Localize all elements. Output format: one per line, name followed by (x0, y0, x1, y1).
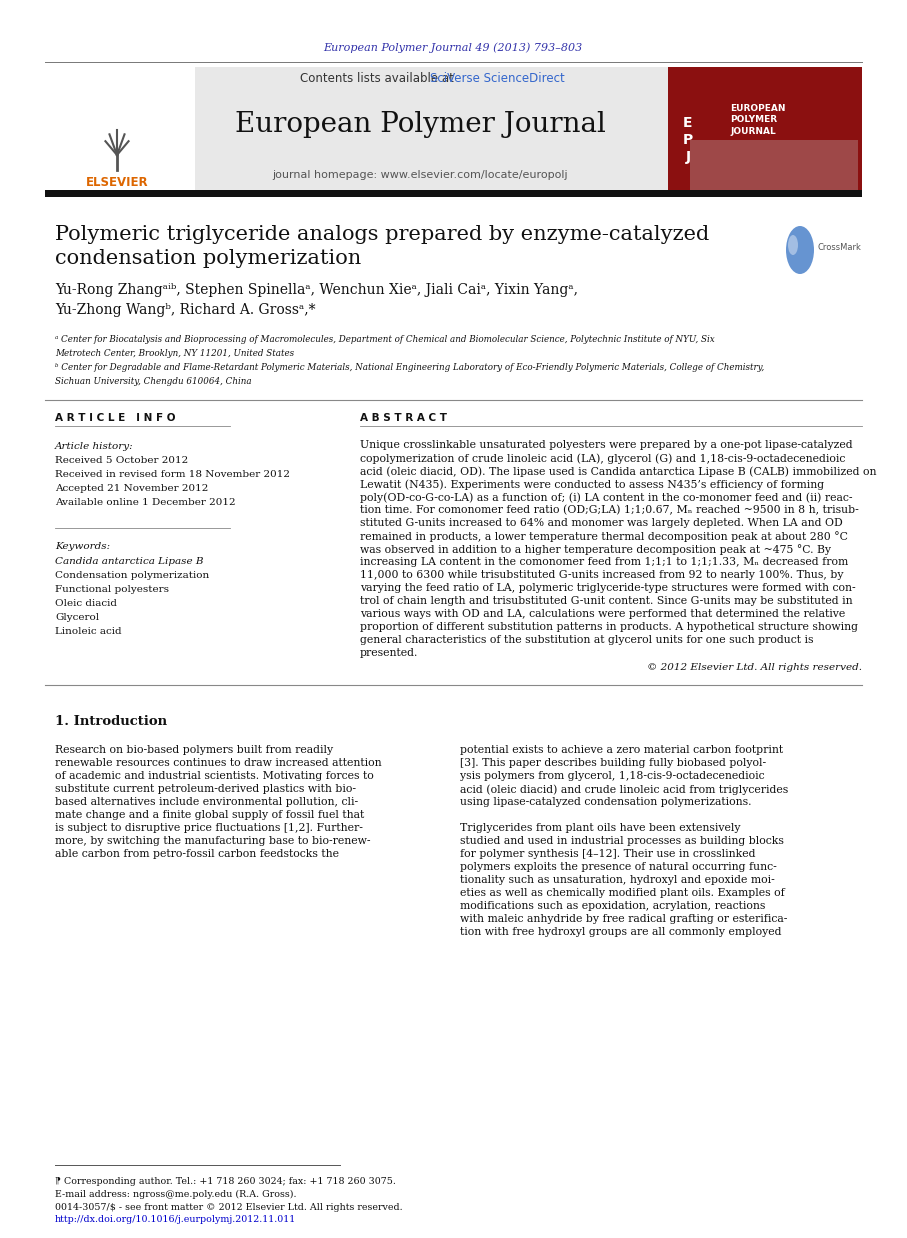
Text: Contents lists available at: Contents lists available at (300, 72, 458, 84)
Text: remained in products, a lower temperature thermal decomposition peak at about 28: remained in products, a lower temperatur… (360, 531, 848, 542)
Text: for polymer synthesis [4–12]. Their use in crosslinked: for polymer synthesis [4–12]. Their use … (460, 849, 756, 859)
Ellipse shape (788, 235, 798, 255)
Text: increasing LA content in the comonomer feed from 1;1;1 to 1;1;1.33, Mₙ decreased: increasing LA content in the comonomer f… (360, 557, 848, 567)
Text: European Polymer Journal: European Polymer Journal (235, 111, 606, 139)
Text: Glycerol: Glycerol (55, 613, 99, 621)
Text: © 2012 Elsevier Ltd. All rights reserved.: © 2012 Elsevier Ltd. All rights reserved… (647, 664, 862, 672)
Text: presented.: presented. (360, 647, 418, 659)
Text: CrossMark: CrossMark (817, 244, 861, 253)
Text: Article history:: Article history: (55, 442, 133, 451)
Text: Polymeric triglyceride analogs prepared by enzyme-catalyzed: Polymeric triglyceride analogs prepared … (55, 225, 709, 244)
Text: Yu-Zhong Wangᵇ, Richard A. Grossᵃ,*: Yu-Zhong Wangᵇ, Richard A. Grossᵃ,* (55, 303, 316, 317)
Text: Candida antarctica Lipase B: Candida antarctica Lipase B (55, 557, 203, 566)
Text: 1. Introduction: 1. Introduction (55, 716, 167, 728)
Text: ᵃ Center for Biocatalysis and Bioprocessing of Macromolecules, Department of Che: ᵃ Center for Biocatalysis and Bioprocess… (55, 335, 715, 344)
Text: various ways with OD and LA, calculations were performed that determined the rel: various ways with OD and LA, calculation… (360, 609, 845, 619)
Text: of academic and industrial scientists. Motivating forces to: of academic and industrial scientists. M… (55, 771, 374, 781)
Text: tion time. For comonomer feed ratio (OD;G;LA) 1;1;0.67, Mₙ reached ~9500 in 8 h,: tion time. For comonomer feed ratio (OD;… (360, 505, 859, 515)
Text: acid (oleic diacid) and crude linoleic acid from triglycerides: acid (oleic diacid) and crude linoleic a… (460, 784, 788, 795)
Text: renewable resources continues to draw increased attention: renewable resources continues to draw in… (55, 758, 382, 768)
Text: studied and used in industrial processes as building blocks: studied and used in industrial processes… (460, 836, 784, 846)
Text: tionality such as unsaturation, hydroxyl and epoxide moi-: tionality such as unsaturation, hydroxyl… (460, 875, 775, 885)
Text: was observed in addition to a higher temperature decomposition peak at ~475 °C. : was observed in addition to a higher tem… (360, 543, 831, 555)
Text: Accepted 21 November 2012: Accepted 21 November 2012 (55, 484, 209, 493)
Text: Available online 1 December 2012: Available online 1 December 2012 (55, 498, 236, 508)
Text: ᵇ Center for Degradable and Flame-Retardant Polymeric Materials, National Engine: ᵇ Center for Degradable and Flame-Retard… (55, 363, 765, 371)
Text: Oleic diacid: Oleic diacid (55, 599, 117, 608)
Text: modifications such as epoxidation, acrylation, reactions: modifications such as epoxidation, acryl… (460, 901, 766, 911)
Text: general characteristics of the substitution at glycerol units for one such produ: general characteristics of the substitut… (360, 635, 814, 645)
Text: polymers exploits the presence of natural occurring func-: polymers exploits the presence of natura… (460, 862, 776, 872)
Text: 11,000 to 6300 while trisubstituted G-units increased from 92 to nearly 100%. Th: 11,000 to 6300 while trisubstituted G-un… (360, 569, 844, 579)
Text: ⁋ Corresponding author. Tel.: +1 718 260 3024; fax: +1 718 260 3075.: ⁋ Corresponding author. Tel.: +1 718 260… (55, 1177, 395, 1186)
Text: based alternatives include environmental pollution, cli-: based alternatives include environmental… (55, 797, 358, 807)
Text: substitute current petroleum-derived plastics with bio-: substitute current petroleum-derived pla… (55, 784, 356, 794)
Text: Lewatit (N435). Experiments were conducted to assess N435’s efficiency of formin: Lewatit (N435). Experiments were conduct… (360, 479, 824, 489)
Text: tion with free hydroxyl groups are all commonly employed: tion with free hydroxyl groups are all c… (460, 927, 782, 937)
Text: Yu-Rong Zhangᵃⁱᵇ, Stephen Spinellaᵃ, Wenchun Xieᵃ, Jiali Caiᵃ, Yixin Yangᵃ,: Yu-Rong Zhangᵃⁱᵇ, Stephen Spinellaᵃ, Wen… (55, 284, 578, 297)
Bar (45, 67, 195, 196)
Text: Received 5 October 2012: Received 5 October 2012 (55, 456, 189, 465)
Text: ELSEVIER: ELSEVIER (85, 177, 149, 189)
Text: [3]. This paper describes building fully biobased polyol-: [3]. This paper describes building fully… (460, 758, 766, 768)
Text: Triglycerides from plant oils have been extensively: Triglycerides from plant oils have been … (460, 823, 740, 833)
Text: European Polymer Journal 49 (2013) 793–803: European Polymer Journal 49 (2013) 793–8… (324, 43, 582, 53)
Text: with maleic anhydride by free radical grafting or esterifica-: with maleic anhydride by free radical gr… (460, 914, 787, 924)
Text: Functional polyesters: Functional polyesters (55, 586, 169, 594)
Bar (668, 67, 862, 196)
Text: using lipase-catalyzed condensation polymerizations.: using lipase-catalyzed condensation poly… (460, 797, 752, 807)
Text: is subject to disruptive price fluctuations [1,2]. Further-: is subject to disruptive price fluctuati… (55, 823, 363, 833)
Text: more, by switching the manufacturing base to bio-renew-: more, by switching the manufacturing bas… (55, 836, 370, 846)
Text: E
P
J: E P J (683, 115, 693, 165)
Text: Sichuan University, Chengdu 610064, China: Sichuan University, Chengdu 610064, Chin… (55, 378, 251, 386)
Text: Received in revised form 18 November 2012: Received in revised form 18 November 201… (55, 470, 290, 479)
Text: SciVerse ScienceDirect: SciVerse ScienceDirect (430, 72, 565, 84)
Text: potential exists to achieve a zero material carbon footprint: potential exists to achieve a zero mater… (460, 745, 783, 755)
Bar (45, 189, 862, 197)
Text: varying the feed ratio of LA, polymeric triglyceride-type structures were formed: varying the feed ratio of LA, polymeric … (360, 583, 855, 593)
Text: A R T I C L E   I N F O: A R T I C L E I N F O (55, 413, 175, 423)
Text: Keywords:: Keywords: (55, 542, 110, 551)
Text: journal homepage: www.elsevier.com/locate/europolj: journal homepage: www.elsevier.com/locat… (272, 170, 568, 180)
Text: condensation polymerization: condensation polymerization (55, 249, 361, 267)
Text: able carbon from petro-fossil carbon feedstocks the: able carbon from petro-fossil carbon fee… (55, 849, 339, 859)
Text: poly(OD-co-G-co-LA) as a function of; (i) LA content in the co-monomer feed and : poly(OD-co-G-co-LA) as a function of; (i… (360, 491, 853, 503)
Text: Condensation polymerization: Condensation polymerization (55, 571, 210, 579)
Bar (690, 140, 858, 189)
Text: 0014-3057/$ - see front matter © 2012 Elsevier Ltd. All rights reserved.: 0014-3057/$ - see front matter © 2012 El… (55, 1203, 403, 1212)
Text: Research on bio-based polymers built from readily: Research on bio-based polymers built fro… (55, 745, 333, 755)
Text: eties as well as chemically modified plant oils. Examples of: eties as well as chemically modified pla… (460, 888, 785, 898)
Text: E-mail address: ngross@me.poly.edu (R.A. Gross).: E-mail address: ngross@me.poly.edu (R.A.… (55, 1190, 297, 1200)
Ellipse shape (786, 227, 814, 274)
Text: trol of chain length and trisubstituted G-unit content. Since G-units may be sub: trol of chain length and trisubstituted … (360, 595, 853, 605)
Text: proportion of different substitution patterns in products. A hypothetical struct: proportion of different substitution pat… (360, 621, 858, 633)
Bar (45, 67, 862, 196)
Text: stituted G-units increased to 64% and monomer was largely depleted. When LA and : stituted G-units increased to 64% and mo… (360, 517, 843, 527)
Text: mate change and a finite global supply of fossil fuel that: mate change and a finite global supply o… (55, 810, 365, 820)
Text: A B S T R A C T: A B S T R A C T (360, 413, 447, 423)
Text: EUROPEAN
POLYMER
JOURNAL: EUROPEAN POLYMER JOURNAL (730, 104, 785, 136)
Text: copolymerization of crude linoleic acid (LA), glycerol (G) and 1,18-cis-9-octade: copolymerization of crude linoleic acid … (360, 453, 845, 463)
Text: http://dx.doi.org/10.1016/j.eurpolymj.2012.11.011: http://dx.doi.org/10.1016/j.eurpolymj.20… (55, 1214, 297, 1224)
Text: Metrotech Center, Brooklyn, NY 11201, United States: Metrotech Center, Brooklyn, NY 11201, Un… (55, 349, 294, 358)
Text: ysis polymers from glycerol, 1,18-cis-9-octadecenedioic: ysis polymers from glycerol, 1,18-cis-9-… (460, 771, 765, 781)
Text: Linoleic acid: Linoleic acid (55, 626, 122, 636)
Text: Unique crosslinkable unsaturated polyesters were prepared by a one-pot lipase-ca: Unique crosslinkable unsaturated polyest… (360, 439, 853, 449)
Text: acid (oleic diacid, OD). The lipase used is Candida antarctica Lipase B (CALB) i: acid (oleic diacid, OD). The lipase used… (360, 465, 876, 477)
